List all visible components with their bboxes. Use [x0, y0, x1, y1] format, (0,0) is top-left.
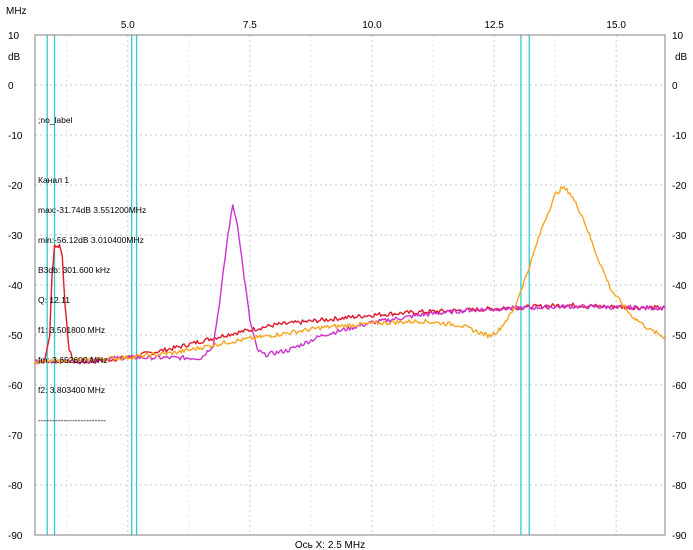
- axes: 10 10 0 0 -10 -10 -20 -20 -30 -30 -40 -40 -50 -50 -60 -…: [8, 20, 687, 542]
- info-max: max:-31.74dB 3.551200MHz: [38, 205, 147, 215]
- y-tick-label-left: -80: [8, 481, 23, 492]
- info-blank-line: [38, 145, 146, 155]
- y-tick-label-left: -10: [8, 131, 23, 142]
- y-tick-label-left: -20: [8, 181, 23, 192]
- y-tick-label-left: -70: [8, 431, 23, 442]
- y-tick-label-right: 10: [672, 31, 684, 42]
- plot-frame: [34, 34, 666, 536]
- y-unit-label-right: dB: [675, 52, 688, 63]
- y-tick-label-right: -80: [672, 481, 687, 492]
- y-tick-label-right: -30: [672, 231, 687, 242]
- x-tick-label: 15.0: [606, 20, 626, 31]
- x-unit-label: MHz: [6, 6, 27, 17]
- y-unit-label-left: dB: [8, 52, 21, 63]
- x-tick-label: 7.5: [243, 20, 257, 31]
- info-f2: f2: 3.803400 MHz: [38, 385, 106, 395]
- info-f1: f1: 3.501800 MHz: [38, 325, 106, 335]
- y-tick-label-right: 0: [672, 81, 678, 92]
- y-tick-label-left: 10: [8, 31, 20, 42]
- x-tick-label: 10.0: [362, 20, 382, 31]
- info-label-line: ;no_label: [38, 115, 73, 125]
- info-fm: fm: 3.652600 MHz: [38, 355, 108, 365]
- y-tick-label-right: -90: [672, 531, 687, 542]
- measurement-info: ;no_label Канал 1 max:-31.74dB 3.551200M…: [38, 95, 146, 435]
- y-tick-label-left: 0: [8, 81, 14, 92]
- info-q: Q: 12.11: [38, 295, 70, 305]
- info-b3db: B3db: 301.600 kHz: [38, 265, 111, 275]
- y-tick-label-right: -40: [672, 281, 687, 292]
- y-tick-label-left: -50: [8, 331, 23, 342]
- y-tick-label-left: -30: [8, 231, 23, 242]
- x-tick-label: 5.0: [121, 20, 135, 31]
- series-line: [34, 185, 666, 365]
- series-lines: [34, 185, 666, 365]
- info-separator: ------------------------: [38, 415, 106, 425]
- marker-lines: [46, 35, 530, 535]
- info-channel: Канал 1: [38, 175, 70, 185]
- x-tick-label: 12.5: [484, 20, 504, 31]
- info-min: min:-56.12dB 3.010400MHz: [38, 235, 144, 245]
- y-tick-label-left: -40: [8, 281, 23, 292]
- y-tick-label-right: -50: [672, 331, 687, 342]
- y-tick-label-left: -90: [8, 531, 23, 542]
- y-tick-label-right: -20: [672, 181, 687, 192]
- x-axis-label: Ось X: 2.5 MHz: [295, 540, 365, 550]
- y-tick-label-right: -60: [672, 381, 687, 392]
- y-tick-label-right: -10: [672, 131, 687, 142]
- y-tick-label-right: -70: [672, 431, 687, 442]
- y-tick-label-left: -60: [8, 381, 23, 392]
